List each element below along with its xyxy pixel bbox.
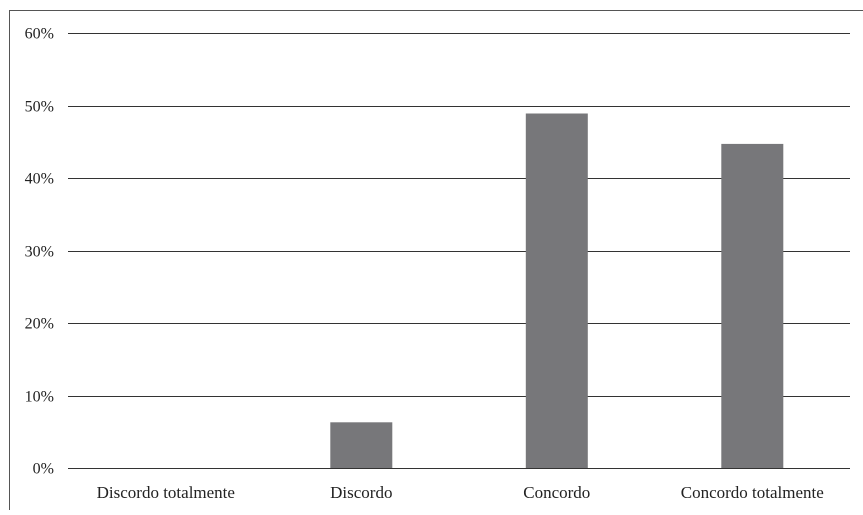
y-tick-label: 20% bbox=[25, 316, 54, 333]
bar-concordo bbox=[525, 113, 588, 468]
y-tick-label: 50% bbox=[25, 99, 54, 116]
y-tick-label: 30% bbox=[25, 244, 54, 261]
x-axis-tick-labels: Discordo totalmente Discordo Concordo Conco… bbox=[97, 483, 824, 502]
y-tick-label: 60% bbox=[25, 26, 54, 43]
x-category-label: Discordo bbox=[330, 483, 392, 502]
chart-frame-lines bbox=[9, 10, 863, 510]
x-category-label: Discordo totalmente bbox=[97, 483, 235, 502]
bars bbox=[330, 113, 784, 468]
x-category-label: Concordo totalmente bbox=[681, 483, 824, 502]
y-axis-tick-labels: 0% 10% 20% 30% 40% 50% 60% bbox=[25, 26, 54, 478]
gridlines bbox=[68, 33, 850, 469]
bar-concordo-totalmente bbox=[721, 143, 784, 468]
x-category-label: Concordo bbox=[523, 483, 590, 502]
bar-discordo bbox=[330, 422, 393, 468]
y-tick-label: 10% bbox=[25, 389, 54, 406]
y-tick-label: 40% bbox=[25, 171, 54, 188]
y-tick-label: 0% bbox=[33, 461, 54, 478]
